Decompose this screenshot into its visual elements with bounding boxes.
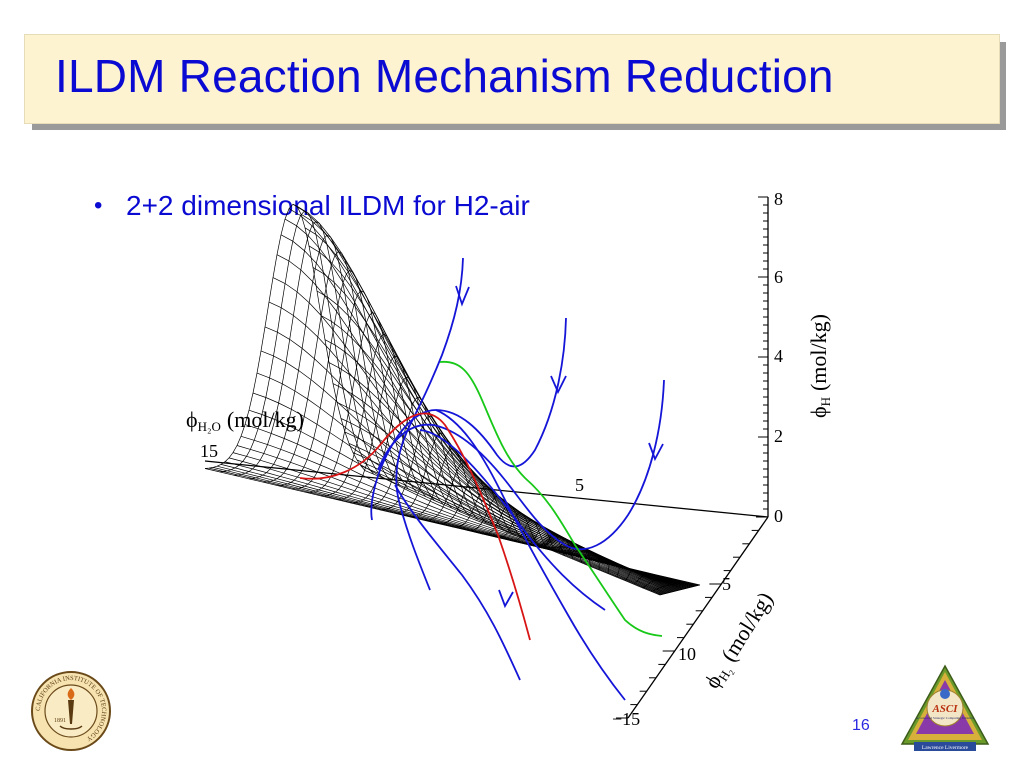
- mesh-line: [642, 577, 671, 589]
- mesh-line: [204, 203, 366, 471]
- mesh-line: [306, 312, 426, 497]
- phi-h-label: ϕH(mol/kg): [806, 314, 833, 418]
- mesh-line: [423, 462, 496, 528]
- tick-h-2: 2: [774, 426, 783, 446]
- asci-footer: Lawrence Livermore: [922, 745, 969, 751]
- mesh-line: [316, 290, 673, 593]
- mesh-line: [554, 538, 574, 560]
- axes: [204, 197, 769, 719]
- tick-h2o-15: 15: [200, 441, 218, 461]
- mesh-line: [335, 355, 444, 505]
- arrow-icon: [648, 442, 664, 462]
- page-number: 16: [852, 717, 870, 734]
- arrow-icon: [550, 375, 567, 395]
- tick-h2-5: 5: [722, 574, 731, 594]
- tick-h-6: 6: [774, 267, 783, 287]
- globe-icon: [940, 689, 950, 699]
- title-box: ILDM Reaction Mechanism Reduction: [24, 34, 1000, 124]
- mesh-line: [260, 350, 687, 589]
- asci-logo: ASCI Accelerated Strategic Computing Ini…: [900, 664, 990, 751]
- mesh-line: [332, 383, 669, 594]
- mesh-line: [633, 574, 657, 585]
- phi-h2-ticks: [616, 516, 768, 719]
- mesh-line: [365, 397, 461, 513]
- tick-labels: 15 5 0 2 4 6 8 5 10 −15: [200, 189, 783, 729]
- ildm-manifold-mesh: [204, 203, 701, 596]
- mesh-line: [607, 559, 613, 574]
- mesh-line: [244, 424, 691, 588]
- mesh-line: [510, 519, 548, 549]
- axis-labels: ϕH₂O (mol/kg) ϕH(mol/kg) ϕH₂(mol/kg): [186, 314, 833, 693]
- mesh-line: [277, 269, 409, 490]
- tick-h2-10: 10: [678, 644, 696, 664]
- seal-year: 1891: [54, 718, 66, 724]
- caltech-seal-logo: CALIFORNIA INSTITUTE OF TECHNOLOGY 1891: [31, 671, 111, 751]
- tick-h2-15: −15: [612, 709, 640, 729]
- bullet-text: 2+2 dimensional ILDM for H2-air: [126, 190, 530, 221]
- slide-title: ILDM Reaction Mechanism Reduction: [55, 50, 834, 102]
- mesh-line: [350, 376, 453, 509]
- mesh-line: [616, 564, 628, 578]
- mesh-line: [234, 221, 383, 479]
- asci-name: ASCI: [931, 703, 958, 715]
- mesh-line: [379, 415, 470, 516]
- bullet-dot: •: [94, 192, 103, 219]
- phi-h-ticks: [758, 196, 768, 518]
- mesh-line: [625, 569, 643, 581]
- mesh-line: [248, 234, 392, 482]
- tick-h2o-5: 5: [575, 475, 584, 495]
- trajectory-blue-4: [435, 409, 626, 701]
- mesh-line: [437, 474, 505, 531]
- torch-icon: [68, 700, 74, 724]
- tick-h-8: 8: [774, 189, 783, 209]
- mesh-line: [408, 448, 487, 524]
- bullet-item: • 2+2 dimensional ILDM for H2-air: [94, 190, 530, 222]
- trajectory-arrows: [455, 285, 664, 609]
- phi-h2o-axis: [204, 460, 769, 518]
- mesh-line: [308, 245, 675, 592]
- tick-h-0: 0: [774, 506, 783, 526]
- mesh-line: [252, 392, 689, 589]
- mesh-line: [651, 581, 686, 592]
- mesh-line: [263, 251, 400, 486]
- mesh-line: [256, 372, 688, 589]
- tick-h-4: 4: [774, 346, 783, 366]
- mesh-line: [219, 210, 374, 475]
- arrow-icon: [455, 285, 470, 307]
- mesh-line: [659, 584, 701, 596]
- asci-text: Accelerated Strategic Computing Initiati…: [916, 716, 975, 720]
- mesh-line: [496, 512, 539, 546]
- trajectory-blue-1: [395, 257, 464, 591]
- mesh-line: [324, 339, 671, 593]
- mesh-line: [321, 333, 435, 501]
- trajectory-blue-5: [394, 484, 521, 681]
- mesh-line: [467, 495, 522, 539]
- trajectories: [299, 257, 665, 701]
- phi-h2o-label: ϕH₂O (mol/kg): [186, 407, 304, 434]
- trajectory-red: [299, 412, 531, 641]
- phi-h2-label: ϕH₂(mol/kg): [699, 587, 779, 693]
- mesh-line: [280, 234, 682, 591]
- mesh-line: [264, 326, 686, 590]
- phi-h2-axis: [627, 516, 769, 719]
- trajectory-green: [439, 360, 663, 637]
- arrow-icon: [498, 589, 514, 609]
- mesh-line: [304, 227, 676, 592]
- mesh-line: [328, 362, 670, 594]
- mesh-line: [525, 526, 557, 553]
- trajectory-blue-6: [419, 429, 606, 611]
- trajectory-blue-3: [377, 379, 665, 550]
- trajectory-blue-2: [370, 317, 567, 521]
- mesh-line: [597, 554, 600, 571]
- flame-icon: [67, 688, 75, 700]
- mesh-line: [268, 301, 685, 590]
